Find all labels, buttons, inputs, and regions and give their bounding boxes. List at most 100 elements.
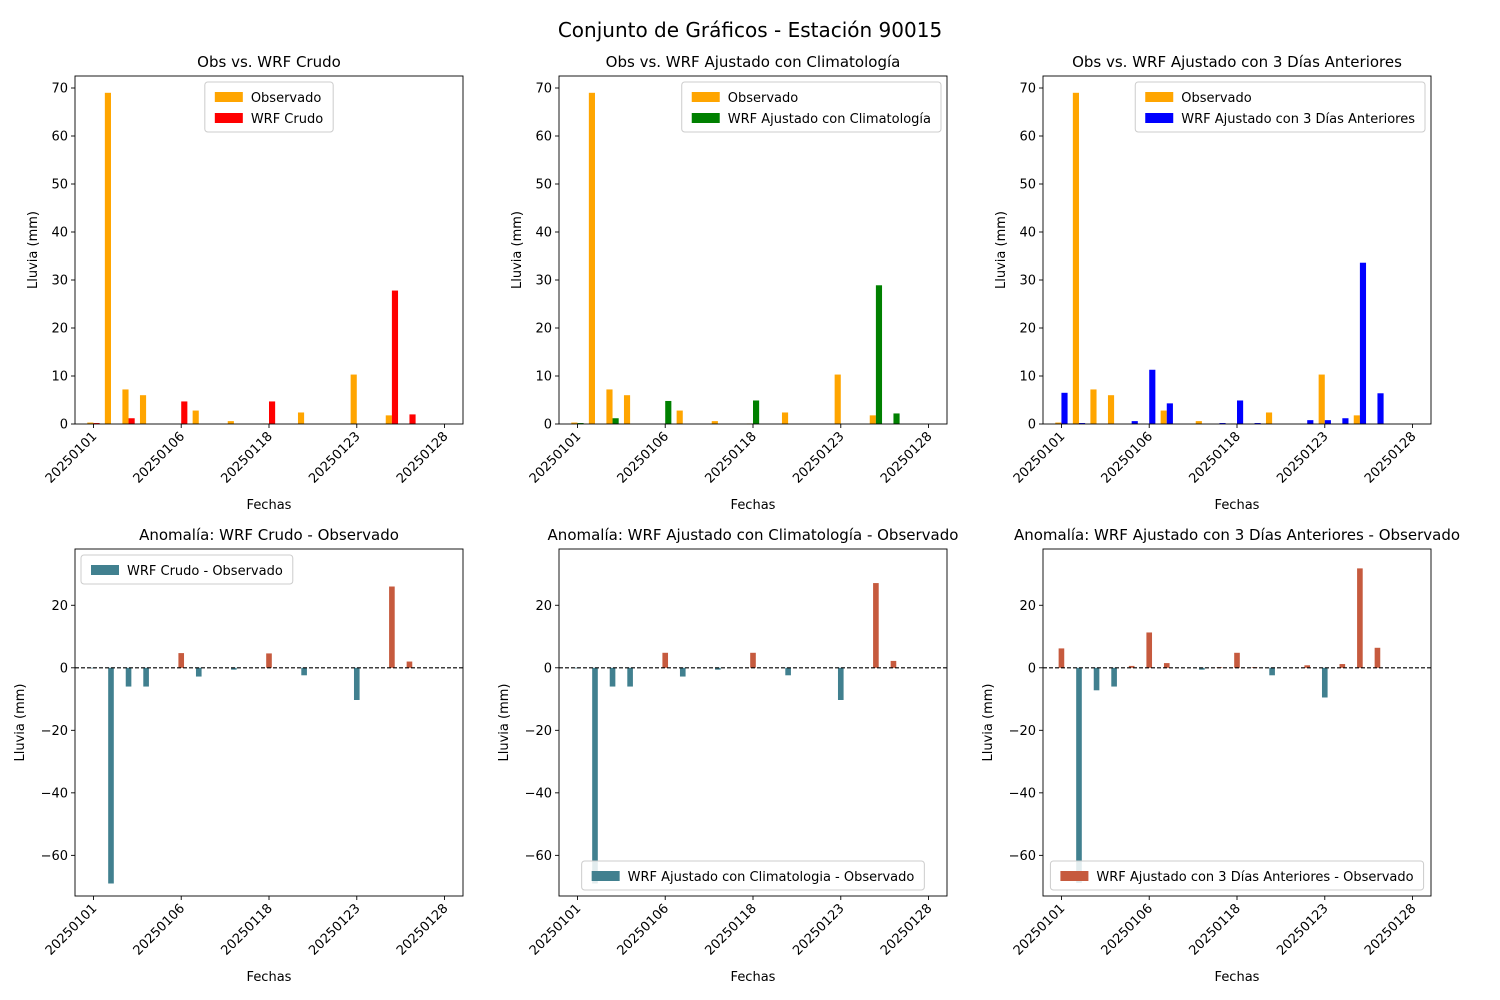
x-tick-label: 20250118 <box>702 901 759 958</box>
bar <box>1078 423 1086 424</box>
x-tick-label: 20250123 <box>306 429 363 486</box>
y-tick-label: 10 <box>1019 370 1036 385</box>
bar <box>181 401 188 424</box>
axes-frame <box>558 548 948 897</box>
bar <box>93 423 100 424</box>
y-tick-label: 30 <box>535 274 552 289</box>
y-tick-label: 0 <box>544 661 552 676</box>
chart-title: Obs vs. WRF Crudo <box>197 53 341 71</box>
bar <box>1353 415 1360 424</box>
bar <box>606 389 613 424</box>
y-tick-label: 40 <box>51 226 68 241</box>
legend-entry: Observado <box>251 91 322 106</box>
y-tick-label: 60 <box>1019 130 1036 145</box>
bar <box>143 667 149 687</box>
legend: Observado WRF Ajustado con 3 Días Anterio… <box>1134 81 1426 133</box>
chart-title: Obs vs. WRF Ajustado con 3 Días Anterior… <box>1072 53 1402 71</box>
bar <box>837 667 844 700</box>
bar <box>406 661 413 668</box>
legend-swatch <box>214 92 243 102</box>
bar <box>301 667 307 676</box>
y-tick-label: 50 <box>51 178 68 193</box>
bar <box>1374 647 1381 668</box>
bar <box>1131 421 1138 424</box>
legend: WRF Ajustado con Climatologia - Observad… <box>581 860 925 891</box>
bar <box>1061 392 1068 424</box>
bar <box>1093 667 1100 691</box>
x-axis-label: Fechas <box>247 498 292 513</box>
legend-entry: WRF Ajustado con Climatología <box>728 112 931 127</box>
y-tick-label: 20 <box>51 599 68 614</box>
x-tick-label: 20250123 <box>790 901 847 958</box>
legend: WRF Ajustado con 3 Días Anteriores - Obs… <box>1049 860 1425 891</box>
bar <box>875 285 883 424</box>
y-tick-label: 60 <box>51 130 68 145</box>
bar <box>679 667 686 677</box>
legend-entry: WRF Ajustado con 3 Días Anteriores - Obs… <box>1096 870 1413 885</box>
bar <box>1166 403 1173 424</box>
chart-panel-2: Obs vs. WRF Ajustado con Climatología 0 10… <box>510 53 948 513</box>
y-tick-label: 70 <box>535 82 552 97</box>
x-tick-label: 20250101 <box>1011 901 1068 958</box>
legend-swatch <box>691 113 720 123</box>
x-tick-label: 20250128 <box>878 429 935 486</box>
y-tick-label: −40 <box>41 786 68 801</box>
legend-swatch <box>1145 113 1174 123</box>
y-tick-label: −60 <box>1009 849 1036 864</box>
bar <box>128 418 135 424</box>
axes-frame <box>74 548 464 897</box>
y-tick-label: 50 <box>1019 178 1036 193</box>
y-tick-label: −20 <box>41 724 68 739</box>
x-axis-label: Fechas <box>731 970 776 985</box>
legend-entry: WRF Ajustado con 3 Días Anteriores <box>1181 112 1415 127</box>
bar <box>1307 420 1314 424</box>
bar <box>1237 400 1244 424</box>
bar <box>1269 667 1275 676</box>
bar <box>1163 663 1170 668</box>
x-tick-label: 20250123 <box>790 429 847 486</box>
legend-box <box>581 860 925 891</box>
x-tick-label: 20250123 <box>1274 429 1331 486</box>
bar <box>178 653 185 668</box>
bar <box>385 415 392 424</box>
y-tick-label: 0 <box>60 661 68 676</box>
y-tick-label: 30 <box>1019 274 1036 289</box>
y-tick-label: −40 <box>1009 786 1036 801</box>
bar <box>104 92 111 425</box>
y-axis-label: Lluvia (mm) <box>981 684 996 762</box>
x-tick-label: 20250118 <box>1186 429 1243 486</box>
bar <box>890 660 897 668</box>
x-tick-label: 20250128 <box>394 429 451 486</box>
x-tick-label: 20250123 <box>1274 901 1331 958</box>
x-tick-label: 20250101 <box>43 429 100 486</box>
y-tick-label: 10 <box>51 370 68 385</box>
bar <box>1321 667 1328 698</box>
chart-title: Obs vs. WRF Ajustado con Climatología <box>606 53 901 71</box>
x-tick-label: 20250128 <box>1362 429 1419 486</box>
y-tick-label: 20 <box>51 322 68 337</box>
y-axis-label: Lluvia (mm) <box>497 684 512 762</box>
chart-panel-3: Obs vs. WRF Ajustado con 3 Días Anterior… <box>994 53 1432 513</box>
x-tick-label: 20250118 <box>702 429 759 486</box>
chart-panel-5: Anomalía: WRF Ajustado con Climatología … <box>497 526 958 985</box>
y-tick-label: 30 <box>51 274 68 289</box>
bar <box>715 667 721 670</box>
bar <box>231 667 237 670</box>
x-tick-label: 20250128 <box>394 901 451 958</box>
bar <box>1199 667 1205 670</box>
bar <box>1195 421 1202 424</box>
x-tick-label: 20250123 <box>306 901 363 958</box>
legend-box <box>1049 860 1425 891</box>
y-tick-label: 0 <box>1028 418 1036 433</box>
bar <box>391 290 399 424</box>
bar <box>139 395 147 424</box>
legend-swatch <box>91 565 119 575</box>
bar <box>122 389 129 424</box>
bar <box>662 652 669 668</box>
bar <box>87 422 94 424</box>
x-axis-label: Fechas <box>731 498 776 513</box>
bar <box>350 374 357 424</box>
x-tick-label: 20250128 <box>878 901 935 958</box>
x-tick-label: 20250101 <box>527 429 584 486</box>
bar <box>1107 395 1115 424</box>
